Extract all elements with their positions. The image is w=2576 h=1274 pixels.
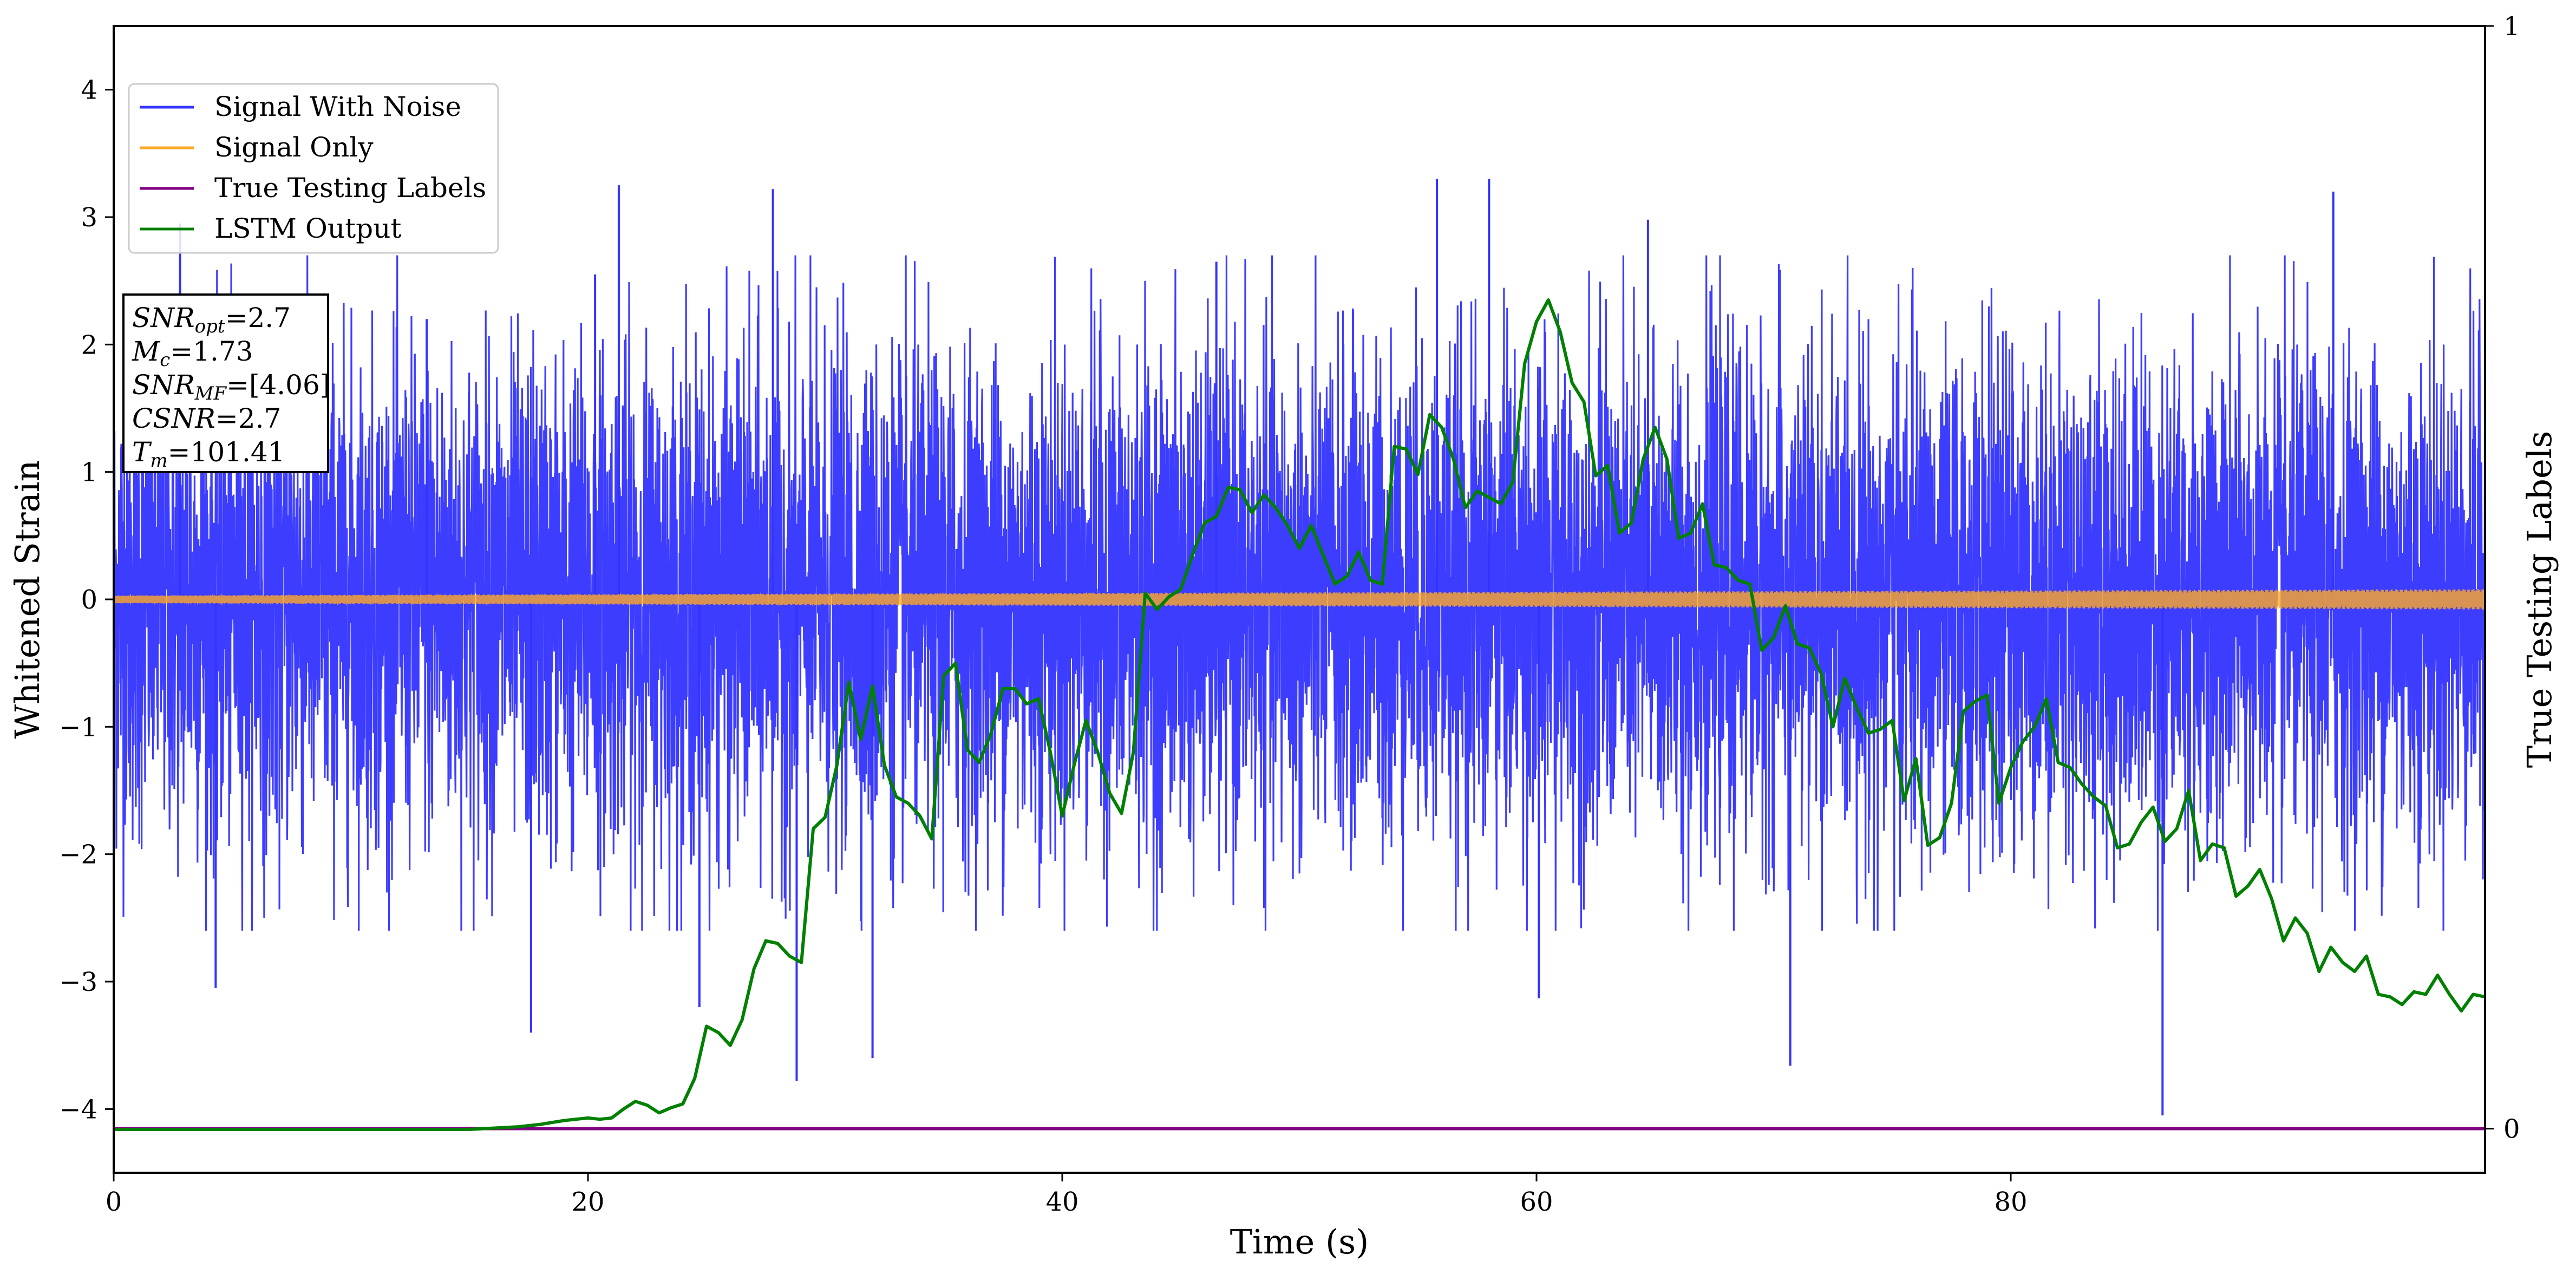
x-axis-label: Time (s) <box>1230 1222 1369 1262</box>
y-tick-label: −1 <box>59 712 97 742</box>
annotation-line: SNRopt=2.7 <box>132 302 291 337</box>
y-tick-label: 0 <box>81 585 97 615</box>
series-lstm-output <box>114 298 2485 1131</box>
chirp-trace <box>114 589 2485 610</box>
annotation-line: SNRMF=[4.06] <box>132 369 330 404</box>
x-tick-label: 0 <box>106 1187 122 1217</box>
legend-label-lstm-output: LSTM Output <box>214 213 401 244</box>
x-tick-label: 80 <box>1994 1187 2027 1217</box>
y-tick-label: −4 <box>59 1094 97 1125</box>
y-axis-right: 01 <box>2485 11 2520 1145</box>
x-tick-label: 60 <box>1520 1187 1553 1217</box>
annotation-line: CSNR=2.7 <box>132 403 281 434</box>
y-tick-label: 4 <box>81 75 97 106</box>
y-tick-label: 3 <box>81 202 97 233</box>
y-tick-label: 1 <box>81 458 97 488</box>
x-tick-label: 20 <box>571 1187 604 1217</box>
legend-box <box>128 83 499 254</box>
noise-trace <box>114 255 2485 931</box>
lstm-trace <box>114 298 2485 1131</box>
y-tick-label: −2 <box>59 840 97 870</box>
y2-tick-label: 1 <box>2503 11 2520 42</box>
legend-label-signal-only: Signal Only <box>214 132 374 163</box>
annotation-box: SNRopt=2.7Mc=1.73SNRMF=[4.06]CSNR=2.7Tm=… <box>122 293 330 473</box>
y-axis-label: Whitened Strain <box>8 460 47 739</box>
y-tick-label: −3 <box>59 967 97 997</box>
plot-area <box>114 179 2485 1131</box>
y-axis-left: −4 −3 −2 −1 0 1 2 3 4 <box>59 75 114 1125</box>
annotation-frame <box>122 293 329 473</box>
legend-label-true-testing-labels: True Testing Labels <box>214 172 486 204</box>
x-tick-label: 40 <box>1045 1187 1078 1217</box>
y2-axis-label: True Testing Labels <box>2520 431 2559 768</box>
legend: Signal With Noise Signal Only True Testi… <box>128 83 499 254</box>
annotation-line: Mc=1.73 <box>132 336 253 371</box>
y2-tick-label: 0 <box>2503 1114 2520 1145</box>
series-signal-with-noise <box>114 179 2485 1116</box>
legend-label-signal-with-noise: Signal With Noise <box>214 91 461 122</box>
x-axis: 0 20 40 60 80 <box>106 1173 2028 1217</box>
series-signal-only <box>114 589 2485 610</box>
annotation-line: Tm=101.41 <box>132 436 285 472</box>
y-tick-label: 2 <box>81 330 97 360</box>
